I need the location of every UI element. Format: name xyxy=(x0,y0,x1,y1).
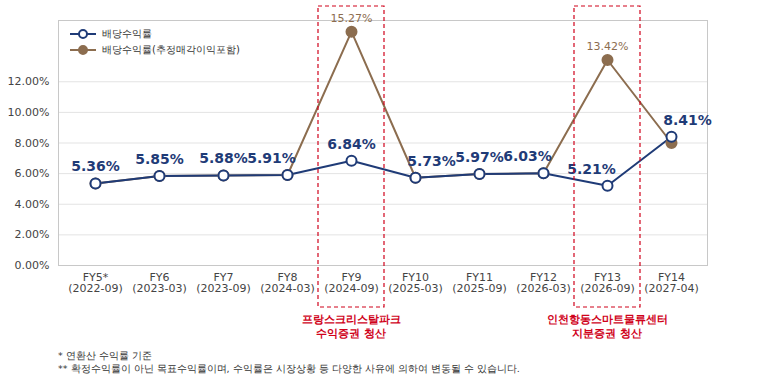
svg-text:FY5*(2022-09): FY5*(2022-09) xyxy=(68,271,123,295)
svg-text:12.00%: 12.00% xyxy=(8,75,50,88)
svg-text:프랑스크리스탈파크수익증권 청산: 프랑스크리스탈파크수익증권 청산 xyxy=(302,313,401,340)
svg-text:FY12(2026-03): FY12(2026-03) xyxy=(516,271,571,295)
svg-text:FY13(2026-09): FY13(2026-09) xyxy=(580,271,635,295)
svg-text:5.91%: 5.91% xyxy=(247,150,296,166)
svg-text:FY10(2025-03): FY10(2025-03) xyxy=(388,271,443,295)
svg-text:5.85%: 5.85% xyxy=(135,151,184,167)
html-text:배당수익률(추정매각이익포함): 배당수익률(추정매각이익포함) xyxy=(102,44,240,55)
svg-text:5.97%: 5.97% xyxy=(455,149,504,165)
svg-text:FY8(2024-03): FY8(2024-03) xyxy=(260,271,315,295)
html-text:* 연환산 수익률 기준: * 연환산 수익률 기준 xyxy=(58,350,152,361)
svg-text:FY9(2024-09): FY9(2024-09) xyxy=(324,271,379,295)
html-text:배당수익률: 배당수익률 xyxy=(102,28,152,39)
svg-text:FY14(2027-04): FY14(2027-04) xyxy=(644,271,699,295)
svg-text:5.21%: 5.21% xyxy=(567,160,616,177)
svg-text:8.41%: 8.41% xyxy=(663,112,712,128)
svg-text:FY6(2023-03): FY6(2023-03) xyxy=(132,271,187,295)
svg-text:인천항동스마트물류센터지분증권 청산: 인천항동스마트물류센터지분증권 청산 xyxy=(547,313,668,340)
svg-text:5.88%: 5.88% xyxy=(199,150,248,166)
svg-text:6.03%: 6.03% xyxy=(503,148,552,164)
svg-text:8.00%: 8.00% xyxy=(15,137,50,150)
svg-text:10.00%: 10.00% xyxy=(8,106,50,119)
svg-text:FY11(2025-09): FY11(2025-09) xyxy=(452,271,507,295)
svg-text:2.00%: 2.00% xyxy=(15,228,50,241)
svg-text:15.27%: 15.27% xyxy=(331,12,373,25)
svg-text:13.42%: 13.42% xyxy=(587,40,629,53)
svg-text:0.00%: 0.00% xyxy=(15,259,50,272)
svg-text:4.00%: 4.00% xyxy=(15,198,50,211)
svg-text:6.00%: 6.00% xyxy=(15,167,50,180)
svg-text:5.73%: 5.73% xyxy=(407,153,456,169)
svg-text:5.36%: 5.36% xyxy=(71,158,120,174)
html-text:** 확정수익률이 아닌 목표수익률이며, 수익률은 시장상: ** 확정수익률이 아닌 목표수익률이며, 수익률은 시장상황 등 다양한 사유… xyxy=(58,363,520,374)
svg-text:FY7(2023-09): FY7(2023-09) xyxy=(196,271,251,295)
svg-text:6.84%: 6.84% xyxy=(327,136,376,152)
